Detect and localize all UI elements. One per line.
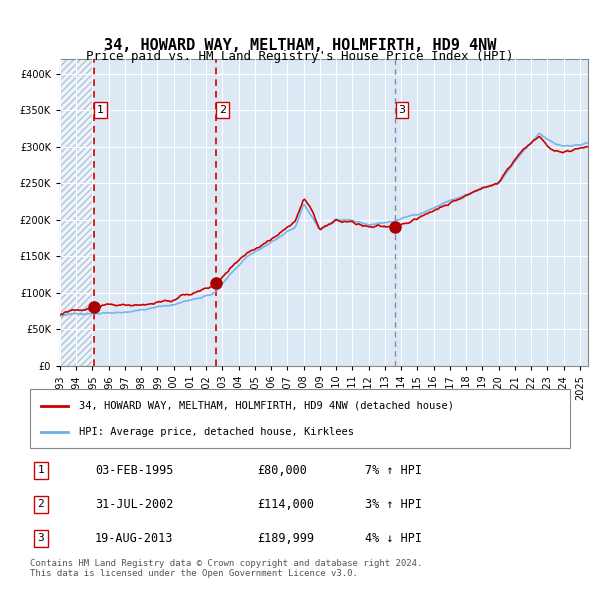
Text: HPI: Average price, detached house, Kirklees: HPI: Average price, detached house, Kirk…: [79, 427, 353, 437]
Text: 34, HOWARD WAY, MELTHAM, HOLMFIRTH, HD9 4NW: 34, HOWARD WAY, MELTHAM, HOLMFIRTH, HD9 …: [104, 38, 496, 53]
Bar: [60, 59, 92, 366]
Text: £114,000: £114,000: [257, 498, 314, 511]
Text: 3: 3: [37, 533, 44, 543]
Text: 4% ↓ HPI: 4% ↓ HPI: [365, 532, 422, 545]
Text: 7% ↑ HPI: 7% ↑ HPI: [365, 464, 422, 477]
Text: Price paid vs. HM Land Registry's House Price Index (HPI): Price paid vs. HM Land Registry's House …: [86, 50, 514, 63]
Text: 34, HOWARD WAY, MELTHAM, HOLMFIRTH, HD9 4NW (detached house): 34, HOWARD WAY, MELTHAM, HOLMFIRTH, HD9 …: [79, 401, 454, 411]
Text: 3% ↑ HPI: 3% ↑ HPI: [365, 498, 422, 511]
FancyBboxPatch shape: [30, 389, 570, 448]
Text: 2: 2: [219, 105, 226, 115]
Text: 19-AUG-2013: 19-AUG-2013: [95, 532, 173, 545]
Text: 3: 3: [398, 105, 406, 115]
Text: Contains HM Land Registry data © Crown copyright and database right 2024.
This d: Contains HM Land Registry data © Crown c…: [30, 559, 422, 578]
Text: 1: 1: [37, 466, 44, 475]
Text: 03-FEB-1995: 03-FEB-1995: [95, 464, 173, 477]
Bar: [60, 59, 92, 366]
Text: 2: 2: [37, 499, 44, 509]
Text: £189,999: £189,999: [257, 532, 314, 545]
Text: £80,000: £80,000: [257, 464, 307, 477]
Text: 31-JUL-2002: 31-JUL-2002: [95, 498, 173, 511]
Text: 1: 1: [97, 105, 104, 115]
